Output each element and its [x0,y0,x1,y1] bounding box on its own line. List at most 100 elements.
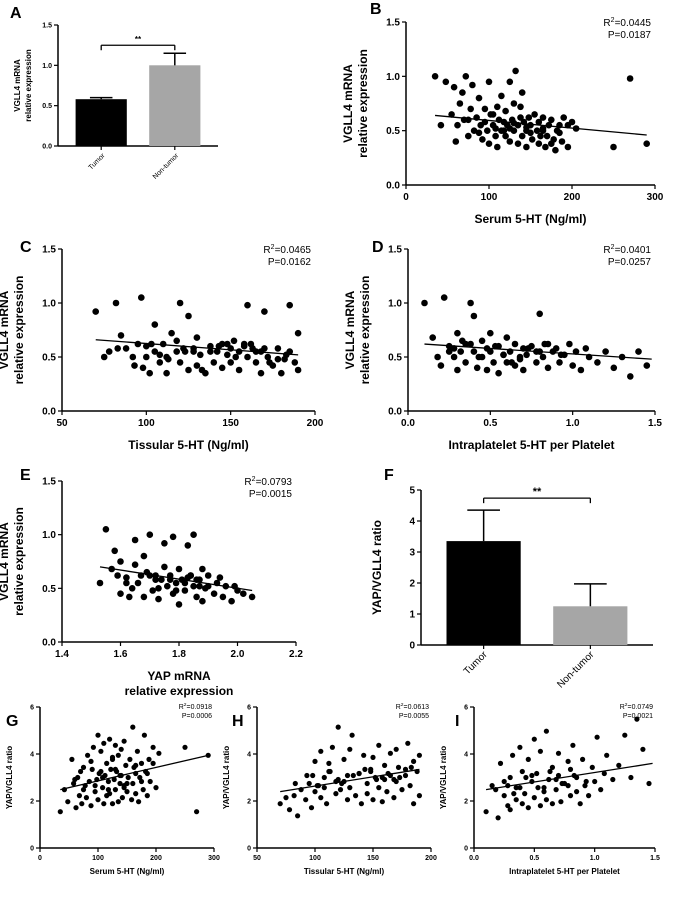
data-point [224,351,231,359]
y-tick-label: 4 [409,517,415,528]
data-point [321,774,327,781]
r-squared-prefix: R [263,245,270,256]
panel-a: A 0.0 0.5 1.0 1.5 VGLL4 mRNA relative expressi… [10,5,218,181]
data-point [541,789,547,795]
data-point [531,795,537,801]
data-point [210,359,218,366]
data-point [216,574,224,581]
r-squared-superscript: 2 [271,244,275,251]
data-point [558,138,566,145]
data-point [312,789,318,795]
r-squared-label: R2=0.0613 [396,702,429,711]
x-axis-title: Serum 5-HT (Ng/ml) [90,867,165,876]
data-point [640,746,646,752]
data-point [291,793,297,799]
data-point [537,803,544,809]
data-point [457,348,465,355]
data-point [151,348,159,355]
data-point [589,764,595,771]
r-squared-label: R2=0.0793 [244,476,292,488]
data-point [252,359,260,366]
data-point [610,364,618,372]
y-tick-label: 1.5 [42,22,52,29]
data-point [592,778,598,785]
data-point [370,797,376,803]
data-point [445,348,453,355]
data-point [553,787,559,793]
data-point [555,772,562,779]
data-point [481,105,489,113]
r-squared-prefix: R [396,704,401,711]
data-point [136,799,142,805]
data-point [205,752,211,758]
data-point [286,807,293,813]
data-point [517,103,524,111]
data-point [437,362,445,369]
data-point [376,785,382,791]
data-point [448,111,455,118]
data-point [485,78,493,86]
bar [553,606,628,646]
data-point [494,103,501,111]
data-point [240,340,248,348]
x-tick-label: 0.0 [401,418,415,429]
data-point [518,132,526,140]
data-point [347,746,353,752]
data-point [517,785,523,791]
data-point [134,748,140,754]
data-point [502,107,509,115]
data-point [131,536,139,544]
data-point [454,329,461,337]
data-point [227,359,234,366]
data-point [479,136,486,143]
data-point [277,801,283,807]
y-tick-label: 1.0 [42,530,56,541]
data-point [240,590,247,597]
data-point [500,351,507,359]
data-point [362,766,368,773]
data-point [83,795,89,801]
data-point [459,89,466,96]
data-point [610,143,617,151]
data-point [525,805,531,811]
data-point [85,752,91,758]
data-point [475,94,483,102]
data-point [368,768,374,775]
data-point [131,561,139,568]
data-point [193,334,201,341]
r-squared-prefix: R [603,18,610,29]
data-point [537,132,544,140]
data-point [594,734,600,740]
data-point [552,146,559,154]
data-point [512,67,519,75]
data-point [235,366,243,374]
data-point [525,114,533,121]
data-point [111,776,117,783]
data-point [96,579,104,587]
data-point [185,366,192,374]
data-point [495,815,501,821]
data-point [552,345,560,352]
data-point [224,340,231,348]
data-point [543,132,551,140]
r-squared-superscript: 2 [625,702,628,708]
data-point [507,807,513,813]
data-point [508,359,515,366]
data-point [219,593,227,601]
y-axis-title: VGLL4 mRNA [343,290,357,369]
data-point [112,787,118,793]
data-point [318,795,324,801]
data-point [115,799,121,805]
data-point [373,776,380,783]
data-point [523,774,529,781]
data-point [465,132,472,140]
data-point [344,772,351,779]
data-point [294,329,302,337]
y-tick-label: 1.0 [388,299,402,310]
data-point [537,748,544,754]
data-point [483,366,491,374]
data-point [163,369,170,377]
data-point [416,793,422,799]
data-point [370,754,376,761]
x-axis-title: Tissular 5-HT (Ng/ml) [304,867,385,876]
